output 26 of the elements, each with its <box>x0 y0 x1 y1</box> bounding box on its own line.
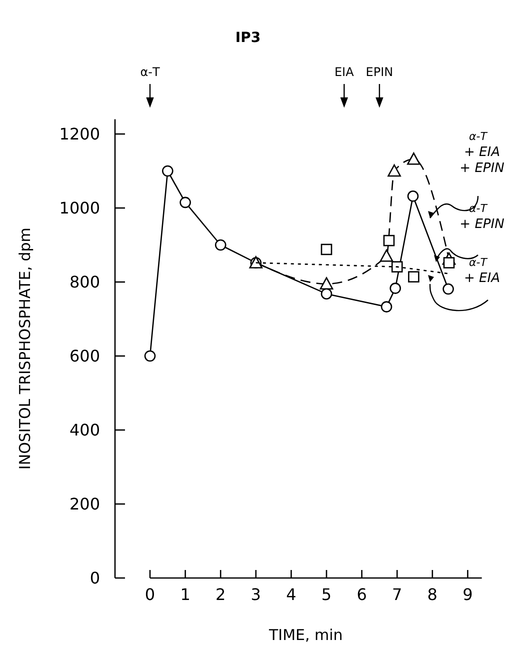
y-tick-label: 800 <box>69 272 100 292</box>
x-tick-label: 7 <box>392 585 402 604</box>
y-tick-label: 600 <box>69 346 100 366</box>
y-tick-label: 1200 <box>59 124 100 144</box>
x-tick-label: 4 <box>286 585 296 604</box>
legend-label: α-T + EIA <box>464 256 500 286</box>
x-tick-label: 6 <box>356 585 367 604</box>
text: α-T + EIA + EPIN <box>460 130 505 176</box>
chart-title: IP3 <box>235 30 261 46</box>
x-tick-label: 8 <box>427 585 438 604</box>
y-tick-label: 0 <box>90 568 100 588</box>
y-tick-label: 400 <box>69 420 100 440</box>
text: α-T <box>140 65 160 79</box>
text: α-T + EPIN <box>460 202 505 232</box>
x-tick-label: 9 <box>462 585 473 604</box>
text: EPIN <box>366 65 394 79</box>
y-tick-label: 200 <box>69 494 100 514</box>
y-tick-label: 1000 <box>59 198 100 218</box>
y-axis-title: INOSITOL TRISPHOSPHATE, dpm <box>16 228 34 470</box>
x-tick-label: 0 <box>144 585 156 604</box>
text: EIA <box>334 65 355 79</box>
x-tick-label: 3 <box>250 585 261 604</box>
x-tick-label: 1 <box>180 585 190 604</box>
x-tick-label: 2 <box>216 585 226 604</box>
x-tick-label: 5 <box>321 585 332 604</box>
x-axis-title: TIME, min <box>268 626 343 644</box>
